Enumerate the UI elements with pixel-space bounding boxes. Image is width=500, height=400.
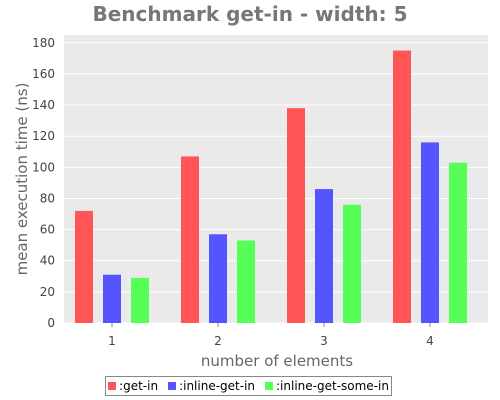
- y-tick-label: 80: [40, 191, 55, 205]
- bar-inline-get-some-in-1: [131, 277, 149, 323]
- y-tick-label: 0: [47, 316, 55, 330]
- bar-inline-get-in-3: [315, 189, 333, 323]
- y-tick-label: 20: [40, 285, 55, 299]
- y-tick-label: 40: [40, 254, 55, 268]
- bar-get-in-3: [287, 108, 305, 323]
- y-tick-labels: 0 20 40 60 80 100 120 140 160 180: [32, 36, 55, 330]
- x-tick-label: 4: [426, 334, 434, 348]
- legend: :get-in :inline-get-in :inline-get-some-in: [105, 376, 392, 396]
- gridlines: [64, 42, 488, 324]
- bar-inline-get-in-2: [209, 234, 227, 323]
- x-tick-label: 1: [108, 334, 116, 348]
- legend-label: :get-in: [119, 379, 159, 393]
- bar-inline-get-some-in-2: [237, 240, 255, 323]
- legend-swatch: [168, 382, 177, 390]
- bars: [75, 50, 467, 323]
- x-tick-label: 2: [214, 334, 222, 348]
- y-tick-label: 140: [32, 98, 55, 112]
- x-axis-label: number of elements: [201, 352, 353, 370]
- legend-item: :inline-get-some-in: [265, 379, 389, 393]
- y-tick-label: 60: [40, 223, 55, 237]
- legend-swatch: [265, 382, 274, 390]
- y-tick-label: 180: [32, 36, 55, 50]
- plot-background: [64, 35, 488, 323]
- bar-inline-get-in-4: [421, 142, 439, 323]
- y-tick-label: 160: [32, 67, 55, 81]
- y-axis-label: mean execution time (ns): [13, 83, 31, 276]
- y-tick-label: 120: [32, 129, 55, 143]
- bar-get-in-2: [181, 156, 199, 323]
- bar-get-in-4: [393, 50, 411, 323]
- chart-title: Benchmark get-in - width: 5: [92, 2, 408, 26]
- legend-item: :get-in: [108, 379, 158, 393]
- legend-swatch: [108, 382, 117, 390]
- bar-inline-get-some-in-3: [343, 204, 361, 323]
- bar-get-in-1: [75, 210, 93, 323]
- x-tick-label: 3: [320, 334, 328, 348]
- bar-inline-get-in-1: [103, 274, 121, 323]
- legend-label: :inline-get-in: [179, 379, 256, 393]
- x-tick-labels: 1 2 3 4: [108, 323, 434, 348]
- bar-inline-get-some-in-4: [449, 162, 467, 323]
- y-tick-label: 100: [32, 160, 55, 174]
- legend-item: :inline-get-in: [168, 379, 255, 393]
- legend-label: :inline-get-some-in: [276, 379, 389, 393]
